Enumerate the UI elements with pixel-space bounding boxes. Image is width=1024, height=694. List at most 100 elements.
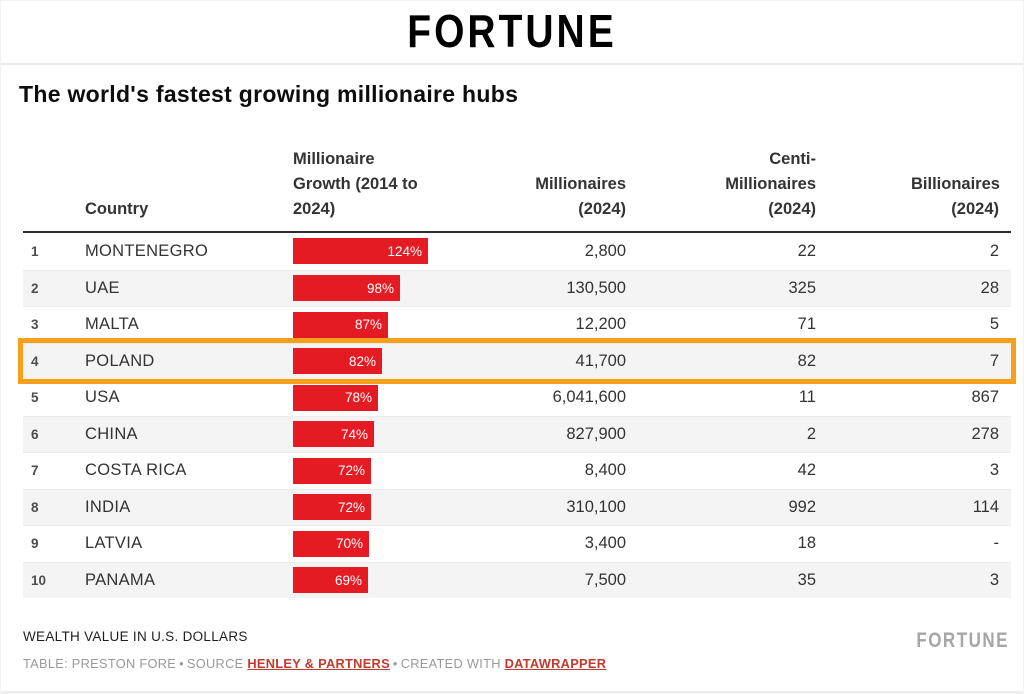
centi-millionaires-cell: 18: [797, 534, 816, 553]
bottom-edge: [1, 691, 1023, 693]
growth-bar-label: 78%: [344, 390, 372, 406]
billionaires-cell: 114: [972, 497, 999, 516]
centi-millionaires-cell: 992: [788, 497, 816, 516]
country-cell: INDIA: [85, 497, 131, 516]
country-cell: POLAND: [85, 351, 155, 370]
fortune-footer-logo: FORTUNE: [916, 628, 1009, 652]
growth-bar: 87%: [293, 311, 388, 338]
table-row: 4 POLAND 82% 41,700 82 7: [23, 342, 1011, 379]
millionaires-cell: 310,100: [566, 497, 626, 516]
growth-bar-cell: 70%: [293, 530, 446, 557]
rank-cell: 2: [31, 280, 39, 296]
wealth-note: WEALTH VALUE IN U.S. DOLLARS: [23, 629, 248, 644]
growth-bar-cell: 78%: [293, 384, 446, 411]
table-header-row: Country Millionaire Growth (2014 to 2024…: [23, 147, 1011, 233]
fortune-logo: FORTUNE: [407, 7, 617, 58]
centi-millionaires-cell: 42: [797, 461, 816, 480]
growth-bar-cell: 72%: [293, 494, 446, 521]
rank-cell: 6: [31, 426, 39, 442]
growth-bar-label: 124%: [387, 243, 422, 259]
header-divider: [1, 63, 1023, 65]
growth-bar-label: 70%: [335, 536, 363, 552]
billionaires-cell: 867: [971, 388, 999, 407]
country-column-header: Country: [85, 200, 149, 218]
centi-millionaires-column-header: Centi-Millionaires (2024): [725, 150, 816, 218]
rank-cell: 10: [31, 572, 47, 588]
centi-millionaires-cell: 11: [798, 388, 816, 407]
billionaires-cell: 3: [989, 570, 999, 589]
growth-bar: 69%: [293, 567, 368, 594]
billionaires-cell: 278: [971, 424, 999, 443]
credit-table-label: TABLE: PRESTON FORE: [23, 656, 177, 671]
source-link[interactable]: HENLEY & PARTNERS: [247, 656, 390, 671]
table-row: 3 MALTA 87% 12,200 71 5: [23, 306, 1011, 343]
growth-bar-label: 87%: [354, 317, 382, 333]
growth-bar-label: 82%: [348, 353, 376, 369]
table-row: 7 COSTA RICA 72% 8,400 42 3: [23, 452, 1011, 489]
centi-millionaires-cell: 71: [797, 315, 816, 334]
growth-bar: 72%: [293, 494, 371, 521]
growth-bar: 70%: [293, 530, 369, 557]
billionaires-cell: 3: [989, 461, 999, 480]
growth-bar: 98%: [293, 275, 400, 302]
country-cell: MALTA: [85, 315, 140, 334]
rank-cell: 9: [31, 536, 39, 552]
billionaires-cell: 2: [989, 241, 999, 260]
millionaires-cell: 41,700: [575, 351, 626, 370]
datawrapper-link[interactable]: DATAWRAPPER: [504, 656, 607, 671]
country-cell: PANAMA: [85, 570, 156, 589]
rank-cell: 7: [31, 463, 39, 479]
table-row: 6 CHINA 74% 827,900 2 278: [23, 415, 1011, 452]
growth-bar-label: 98%: [366, 280, 394, 296]
growth-bar-cell: 98%: [293, 275, 446, 302]
centi-millionaires-cell: 325: [788, 278, 816, 297]
table-row: 5 USA 78% 6,041,600 11 867: [23, 379, 1011, 416]
source-label: SOURCE: [186, 656, 244, 671]
growth-bar-cell: 87%: [293, 311, 446, 338]
growth-bar-cell: 124%: [293, 238, 446, 265]
centi-millionaires-cell: 35: [797, 570, 816, 589]
country-cell: CHINA: [85, 424, 138, 443]
table-row: 8 INDIA 72% 310,100 992 114: [23, 488, 1011, 525]
growth-bar-cell: 82%: [293, 348, 446, 375]
growth-bar-cell: 69%: [293, 567, 446, 594]
separator-dot: •: [179, 656, 184, 671]
millionaires-cell: 827,900: [566, 424, 626, 443]
rank-cell: 1: [31, 243, 39, 259]
millionaires-cell: 12,200: [575, 315, 626, 334]
growth-bar: 78%: [293, 384, 378, 411]
centi-millionaires-cell: 2: [806, 424, 816, 443]
millionaires-cell: 6,041,600: [552, 388, 626, 407]
centi-millionaires-cell: 82: [797, 351, 816, 370]
growth-bar: 82%: [293, 348, 382, 375]
growth-bar-cell: 74%: [293, 421, 446, 448]
table-row: 10 PANAMA 69% 7,500 35 3: [23, 561, 1011, 598]
table-body: 1 MONTENEGRO 124% 2,800 22 2 2 UAE 98% 1…: [23, 233, 1011, 598]
rank-cell: 5: [31, 390, 39, 406]
country-cell: LATVIA: [85, 534, 143, 553]
growth-bar-cell: 72%: [293, 457, 446, 484]
millionaires-cell: 130,500: [566, 278, 626, 297]
table-row: 9 LATVIA 70% 3,400 18 -: [23, 525, 1011, 562]
growth-bar-label: 72%: [337, 463, 365, 479]
billionaires-column-header: Billionaires (2024): [911, 175, 1000, 218]
rank-cell: 8: [31, 499, 39, 515]
country-cell: UAE: [85, 278, 120, 297]
separator-dot: •: [392, 656, 398, 671]
growth-bar-label: 74%: [340, 426, 368, 442]
millionaires-cell: 3,400: [584, 534, 626, 553]
growth-column-header: Millionaire Growth (2014 to 2024): [293, 150, 418, 218]
centi-millionaires-cell: 22: [797, 241, 816, 260]
table-row: 2 UAE 98% 130,500 325 28: [23, 269, 1011, 306]
billionaires-cell: 28: [980, 278, 999, 297]
millionaire-hubs-table: Country Millionaire Growth (2014 to 2024…: [23, 147, 1011, 598]
country-cell: MONTENEGRO: [85, 241, 209, 260]
millionaires-cell: 7,500: [584, 570, 626, 589]
growth-bar-label: 69%: [334, 572, 362, 588]
rank-cell: 3: [31, 317, 39, 333]
growth-bar: 124%: [293, 238, 428, 265]
millionaires-column-header: Millionaires (2024): [535, 175, 626, 218]
table-row: 1 MONTENEGRO 124% 2,800 22 2: [23, 233, 1011, 270]
rank-cell: 4: [31, 353, 39, 369]
